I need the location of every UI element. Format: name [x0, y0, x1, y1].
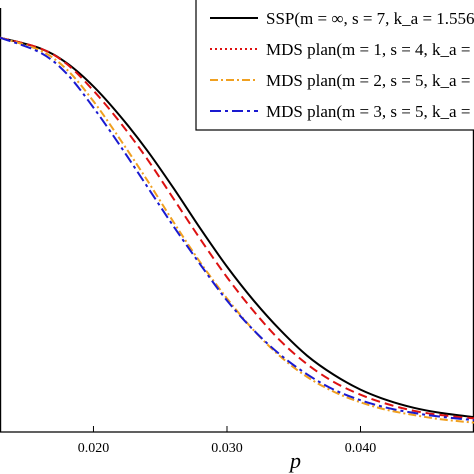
x-axis-label: p — [288, 448, 301, 473]
plot-lines — [0, 36, 474, 424]
x-tick-label: 0.020 — [78, 441, 110, 456]
legend-label-3: MDS plan(m = 2, s = 5, k_a = — [266, 71, 470, 90]
legend-label-1: SSP(m = ∞, s = 7, k_a = 1.556 — [266, 9, 474, 28]
legend: SSP(m = ∞, s = 7, k_a = 1.556 MDS plan(m … — [195, 0, 474, 131]
legend-box — [195, 0, 474, 131]
legend-label-4: MDS plan(m = 3, s = 5, k_a = — [266, 102, 470, 121]
series-line-2 — [0, 36, 474, 420]
series-line-3 — [0, 36, 474, 424]
x-tick-label: 0.030 — [211, 441, 243, 456]
x-tick-label: 0.040 — [345, 441, 377, 456]
legend-label-2: MDS plan(m = 1, s = 4, k_a = — [266, 40, 470, 59]
series-line-4 — [0, 36, 474, 422]
x-ticks: 0.020 0.030 0.040 — [78, 426, 377, 456]
series-line-1 — [0, 36, 474, 419]
